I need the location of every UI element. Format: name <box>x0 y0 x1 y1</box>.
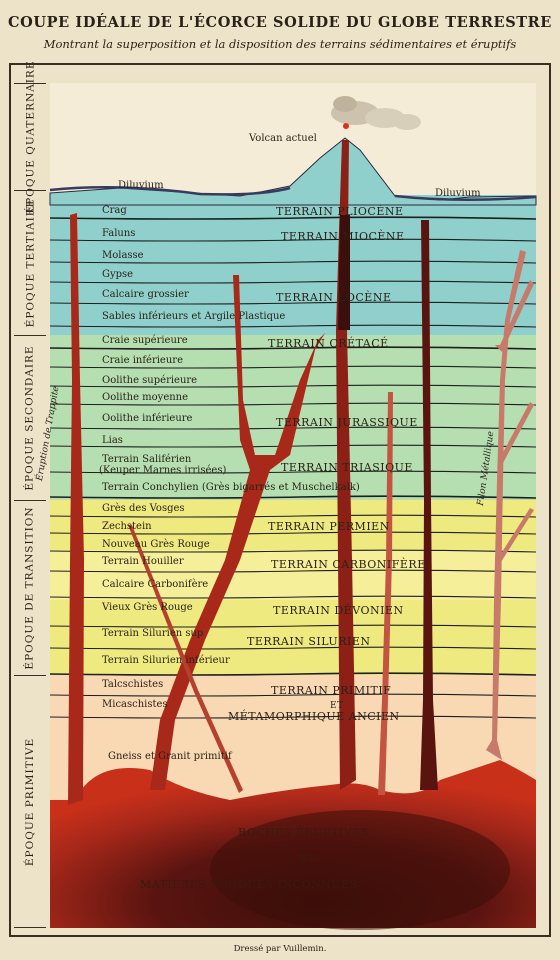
stratum-keuper: (Keuper Marnes irrisées) <box>99 465 227 476</box>
stratum-craie-inf: Craie inférieure <box>102 355 183 366</box>
metallic-vein-branch <box>495 280 534 352</box>
dyke-branch-left <box>150 275 325 790</box>
system-cretace: TERRAIN CRÉTACÉ <box>268 337 389 350</box>
epoch-tertiaire: ÉPOQUE TERTIAIRE <box>14 190 46 335</box>
stratum-nouveau-gres: Nouveau Grès Rouge <box>102 539 210 550</box>
diluvium-surface <box>49 186 291 196</box>
stratum-micaschistes: Micaschistes <box>102 699 168 710</box>
strata-line <box>49 280 537 284</box>
strata-line <box>49 324 537 328</box>
base-label-2: ET <box>300 852 317 865</box>
stratum-sables: Sables inférieurs et Argile Plastique <box>102 311 286 322</box>
intrusions <box>68 140 534 805</box>
base-label-1: ROCHES ÉRUPTIVES <box>238 826 369 839</box>
stratum-gneiss: Gneiss et Granit primitif <box>108 751 232 762</box>
stratum-silurien-inf: Terrain Silurien inférieur <box>102 655 230 666</box>
strata-line <box>49 595 537 599</box>
metallic-vein <box>486 250 526 760</box>
strata-line <box>49 238 537 242</box>
system-pliocene: TERRAIN PLIOCÈNE <box>276 205 404 218</box>
strata-line <box>49 531 537 535</box>
stratum-calcaire-grossier: Calcaire grossier <box>102 289 189 300</box>
stratum-talcschistes: Talcschistes <box>102 679 164 690</box>
diagram-frame <box>9 63 551 937</box>
strata-line <box>49 495 537 499</box>
strata-line <box>49 569 537 573</box>
strata-line <box>49 672 537 676</box>
strata-line <box>49 444 537 448</box>
strata-line <box>49 624 537 628</box>
stratum-houiller: Terrain Houiller <box>102 556 184 567</box>
stratum-craie-sup: Craie supérieure <box>102 335 188 346</box>
strata-line <box>49 514 537 518</box>
stratum-gypse: Gypse <box>102 269 134 280</box>
diluvium-surface-right <box>394 194 537 201</box>
stratum-oolithe-sup: Oolithe supérieure <box>102 375 198 386</box>
system-silurien: TERRAIN SILURIEN <box>247 635 371 648</box>
stratum-oolithe-moy: Oolithe moyenne <box>102 392 189 403</box>
magma-dark-core <box>210 810 510 930</box>
volcano-label: Volcan actuel <box>249 133 317 144</box>
system-metamorphique: MÉTAMORPHIQUE ANCIEN <box>228 710 400 723</box>
strata-line <box>49 346 537 350</box>
system-eocene: TERRAIN ÉOCÈNE <box>276 291 392 304</box>
footer-credit: Dressé par Vuillemin. <box>233 944 327 954</box>
system-primitif: TERRAIN PRIMITIF <box>271 684 392 697</box>
strata-line <box>49 301 537 305</box>
stratum-gres-vosges: Grès des Vosges <box>102 503 185 514</box>
transition-band-3 <box>50 600 536 675</box>
dyke-trappite <box>68 213 84 805</box>
strata-line <box>49 260 537 264</box>
stratum-lias: Lias <box>102 435 123 446</box>
metallic-vein-branch-3 <box>497 508 534 562</box>
strata-line <box>49 693 537 697</box>
system-et: ET <box>330 701 344 711</box>
stratum-vieux-gres: Vieux Grès Rouge <box>102 602 193 613</box>
stratum-calcaire-carbonifere: Calcaire Carbonifère <box>102 579 209 590</box>
system-triasique: TERRAIN TRIASIQUE <box>281 461 413 474</box>
diagram-title: COUPE IDÉALE DE L'ÉCORCE SOLIDE DU GLOBE… <box>8 14 552 31</box>
base-label-3: MATIÈRES FONDUES INCONNUES <box>140 878 358 891</box>
system-miocene: TERRAIN MIOCÈNE <box>281 230 405 243</box>
dyke-diagonal <box>128 525 243 793</box>
diluvium-left-label: Diluvium <box>118 180 164 191</box>
strata-line <box>49 216 537 220</box>
dyke-thin <box>378 392 393 795</box>
dyke-right-dark <box>420 220 438 790</box>
epoch-column: ÉPOQUE QUATERNAIRE ÉPOQUE TERTIAIRE ÉPOQ… <box>14 60 46 928</box>
strata-line <box>49 715 537 719</box>
system-devonien: TERRAIN DÉVONIEN <box>273 604 404 617</box>
diagram-subtitle: Montrant la superposition et la disposit… <box>43 37 517 51</box>
stratum-crag: Crag <box>102 205 127 216</box>
stratum-silurien-sup: Terrain Silurien sup <box>102 628 204 639</box>
epoch-quaternaire: ÉPOQUE QUATERNAIRE <box>14 60 46 214</box>
epoch-transition: ÉPOQUE DE TRANSITION <box>14 500 46 675</box>
system-jurassique: TERRAIN JURASSIQUE <box>276 416 418 429</box>
strata-line <box>49 365 537 369</box>
transition-band-2 <box>50 550 536 600</box>
strata-line <box>49 470 537 474</box>
epoch-secondaire: ÉPOQUE SECONDAIRE <box>14 335 46 500</box>
stratum-zechstein: Zechstein <box>102 521 152 532</box>
stratum-salifere: Terrain Saliférien <box>102 454 192 465</box>
stratum-oolithe-inf: Oolithe inférieure <box>102 413 193 424</box>
metallic-vein-branch-2 <box>499 402 534 463</box>
volcano-smoke <box>331 96 421 130</box>
stratum-molasse: Molasse <box>102 250 144 261</box>
system-permien: TERRAIN PERMIEN <box>268 520 390 533</box>
dyke-volcano-dark <box>338 215 350 330</box>
epoch-primitive: ÉPOQUE PRIMITIVE <box>14 675 46 928</box>
strata-line <box>49 646 537 650</box>
stratum-faluns: Faluns <box>102 228 136 239</box>
strata-lines <box>49 216 537 719</box>
strata-line <box>49 426 537 430</box>
stratum-conchylien: Terrain Conchylien (Grès bigarrés et Mus… <box>102 482 360 493</box>
diluvium-right-label: Diluvium <box>435 188 481 199</box>
system-carbonifere: TERRAIN CARBONIFÈRE <box>271 558 426 571</box>
